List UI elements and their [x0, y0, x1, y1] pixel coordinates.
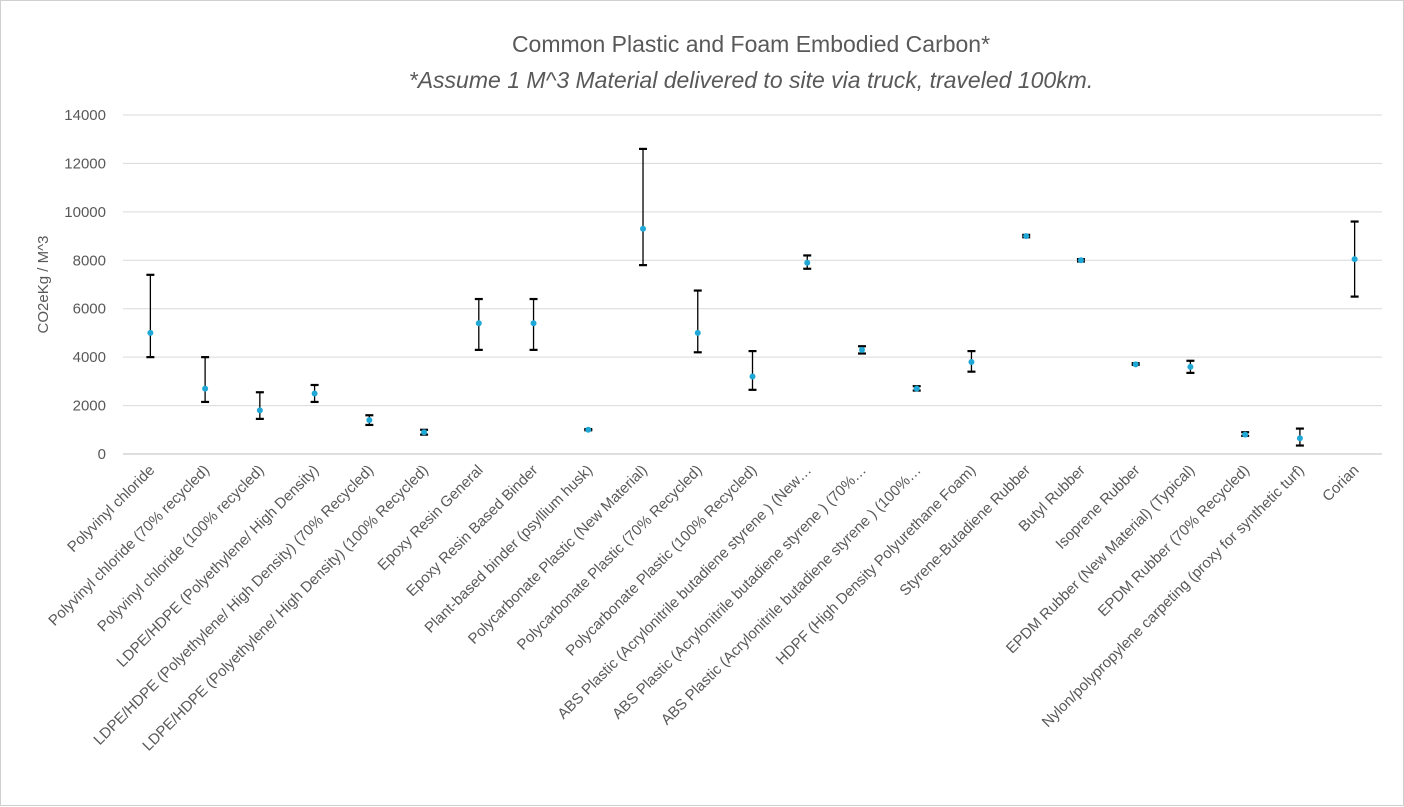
x-tick-label: Polycarbonate Plastic (100% Recycled): [563, 462, 761, 660]
x-tick-label: Nylon/polypropylene carpeting (proxy for…: [1039, 462, 1308, 731]
data-point: [913, 385, 920, 392]
data-point: [858, 346, 865, 353]
chart-subtitle: *Assume 1 M^3 Material delivered to site…: [408, 67, 1094, 93]
y-tick-label: 10000: [64, 204, 106, 221]
y-tick-label: 12000: [64, 155, 106, 172]
x-tick-label: EPDM Rubber (New Material) (Typical): [1003, 462, 1198, 657]
y-tick-label: 8000: [73, 252, 106, 269]
data-point: [256, 407, 263, 414]
data-point: [640, 225, 647, 232]
y-axis-ticks: 0 2000 4000 6000 8000 10000 12000 14000: [64, 107, 106, 463]
data-point: [421, 429, 428, 436]
y-tick-label: 6000: [73, 301, 106, 318]
y-tick-label: 4000: [73, 349, 106, 366]
data-points: [147, 225, 1358, 442]
data-point: [475, 320, 482, 327]
data-point: [1077, 257, 1084, 264]
data-point: [694, 329, 701, 336]
data-point: [1351, 256, 1358, 263]
data-point: [1187, 363, 1194, 370]
data-point: [804, 259, 811, 266]
data-point: [1242, 431, 1249, 438]
data-point: [366, 417, 373, 424]
x-tick-label: ABS Plastic (Acrylonitrile butadiene sty…: [554, 462, 815, 723]
data-point: [1132, 361, 1139, 368]
x-tick-label: Corian: [1319, 462, 1362, 505]
data-point: [147, 329, 154, 336]
x-tick-label: ABS Plastic (Acrylonitrile butadiene sty…: [609, 462, 870, 723]
x-tick-label: HDPF (High Density Polyurethane Foam): [773, 462, 980, 669]
y-tick-label: 0: [98, 446, 106, 463]
y-axis-label: CO2eKg / M^3: [35, 236, 52, 334]
y-tick-label: 14000: [64, 107, 106, 124]
data-point: [749, 373, 756, 380]
data-point: [311, 390, 318, 397]
x-tick-label: Epoxy Resin General: [374, 462, 486, 574]
data-point: [1296, 435, 1303, 442]
x-tick-label: ABS Plastic (Acrylonitrile butadiene sty…: [658, 462, 925, 729]
x-tick-label: LDPE/HDPE (Polyethylene/ High Density): [113, 462, 322, 671]
error-bars: [146, 147, 1359, 447]
data-point: [585, 426, 592, 433]
gridlines: [123, 114, 1382, 455]
y-tick-label: 2000: [73, 398, 106, 415]
data-point: [202, 385, 209, 392]
data-point: [968, 358, 975, 365]
chart-title: Common Plastic and Foam Embodied Carbon*: [511, 31, 991, 57]
data-point: [1023, 233, 1030, 240]
data-point: [530, 320, 537, 327]
